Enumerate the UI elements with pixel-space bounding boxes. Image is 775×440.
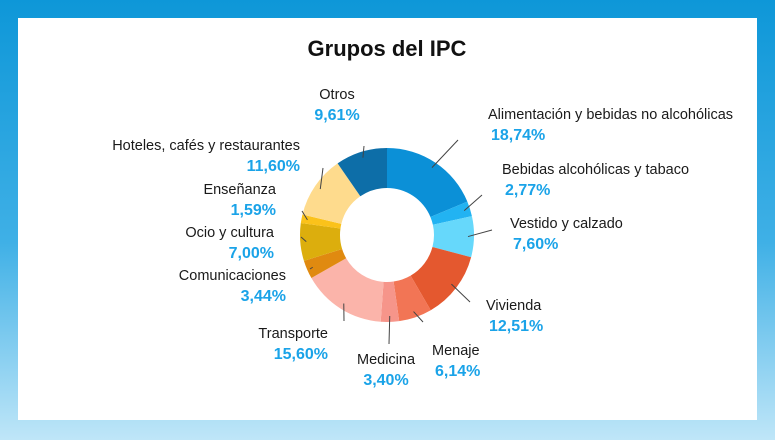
slice-value-vivienda: 12,51% xyxy=(489,318,543,335)
leader-line-vestido-y-calzado xyxy=(467,229,493,238)
slice-vivienda xyxy=(410,247,472,311)
slice-ensenanza xyxy=(300,214,342,229)
leader-line-medicina xyxy=(388,315,391,345)
leader-line-bebidas-alcoholicas-y-tabaco xyxy=(463,194,483,211)
labels-group: Alimentación y bebidas no alcohólicas 18,… xyxy=(112,87,733,389)
slice-label-otros: Otros xyxy=(319,87,354,103)
slice-label-medicina: Medicina xyxy=(357,352,416,368)
slice-value-vestido-y-calzado: 7,60% xyxy=(513,236,558,253)
leader-line-vivienda xyxy=(451,283,471,303)
slice-alimentacion-y-bebidas-no-alcoholicas xyxy=(387,148,468,217)
slice-value-bebidas-alcoholicas-y-tabaco: 2,77% xyxy=(505,182,550,199)
slice-value-alimentacion-y-bebidas-no-alcoholicas: 18,74% xyxy=(491,127,545,144)
slice-menaje xyxy=(393,275,431,322)
slice-bebidas-alcoholicas-y-tabaco xyxy=(430,201,472,225)
slice-hoteles-cafes-y-restaurantes xyxy=(302,163,361,224)
slices-group xyxy=(300,148,474,322)
slice-label-ensenanza: Enseñanza xyxy=(203,182,276,198)
slice-label-alimentacion-y-bebidas-no-alcoholicas: Alimentación y bebidas no alcohólicas xyxy=(488,107,733,123)
slice-label-menaje: Menaje xyxy=(432,343,480,359)
chart-card: Grupos del IPC Alimentación y bebidas no… xyxy=(18,18,757,420)
leader-line-comunicaciones xyxy=(309,266,313,270)
leader-line-hoteles-cafes-y-restaurantes xyxy=(319,167,324,190)
slice-comunicaciones xyxy=(303,248,347,279)
slice-label-bebidas-alcoholicas-y-tabaco: Bebidas alcohólicas y tabaco xyxy=(502,162,689,178)
slice-value-otros: 9,61% xyxy=(314,107,359,124)
slice-transporte xyxy=(311,258,384,322)
slice-ocio-y-cultura xyxy=(300,223,343,261)
slice-value-comunicaciones: 3,44% xyxy=(241,288,286,305)
slice-label-hoteles-cafes-y-restaurantes: Hoteles, cafés y restaurantes xyxy=(112,138,300,154)
slice-value-hoteles-cafes-y-restaurantes: 11,60% xyxy=(247,158,300,175)
slice-label-ocio-y-cultura: Ocio y cultura xyxy=(185,225,275,241)
donut-chart: Grupos del IPC Alimentación y bebidas no… xyxy=(112,36,733,389)
slice-label-transporte: Transporte xyxy=(258,326,328,342)
slice-medicina xyxy=(380,281,400,322)
leader-line-ensenanza xyxy=(301,210,308,221)
slice-value-ocio-y-cultura: 7,00% xyxy=(229,245,274,262)
slice-vestido-y-calzado xyxy=(432,216,474,258)
slice-label-vivienda: Vivienda xyxy=(486,298,542,314)
leader-line-menaje xyxy=(413,311,424,323)
slice-label-comunicaciones: Comunicaciones xyxy=(179,268,286,284)
slice-otros xyxy=(337,148,387,197)
slice-value-menaje: 6,14% xyxy=(435,363,480,380)
slice-label-vestido-y-calzado: Vestido y calzado xyxy=(510,216,623,232)
slice-value-transporte: 15,60% xyxy=(274,346,328,363)
slice-value-medicina: 3,40% xyxy=(363,372,408,389)
slice-value-ensenanza: 1,59% xyxy=(231,202,276,219)
leader-line-alimentacion-y-bebidas-no-alcoholicas xyxy=(431,139,459,168)
leader-line-otros xyxy=(362,145,365,158)
leader-line-ocio-y-cultura xyxy=(300,236,307,242)
chart-title: Grupos del IPC xyxy=(308,36,467,61)
